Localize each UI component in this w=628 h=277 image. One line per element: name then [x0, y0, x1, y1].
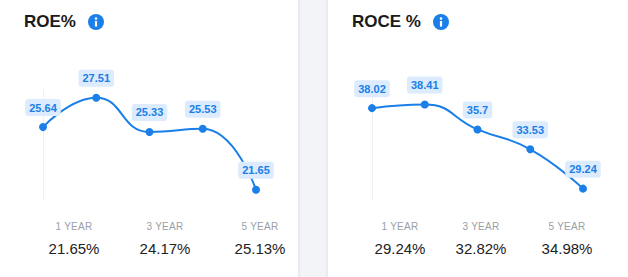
html-text:25.13%: 25.13% [234, 240, 286, 257]
svg-text:38.02: 38.02 [358, 83, 386, 95]
html-text:32.82%: 32.82% [455, 240, 507, 257]
html-text:24.17%: 24.17% [139, 240, 191, 257]
svg-text:38.41: 38.41 [411, 79, 439, 91]
html-text:21.65%: 21.65% [48, 240, 100, 257]
html-text:5 YEAR: 5 YEAR [241, 221, 279, 232]
html-text:ROCE %: ROCE % [352, 12, 421, 31]
html-text:34.98%: 34.98% [541, 240, 593, 257]
svg-text:25.33: 25.33 [136, 106, 164, 118]
svg-text:25.53: 25.53 [189, 103, 217, 115]
html-text:3 YEAR: 3 YEAR [146, 221, 184, 232]
html-text:1 YEAR: 1 YEAR [55, 221, 93, 232]
html-text:5 YEAR: 5 YEAR [548, 221, 586, 232]
svg-text:21.65: 21.65 [242, 164, 270, 176]
html-text:29.24%: 29.24% [374, 240, 426, 257]
html-text:3 YEAR: 3 YEAR [462, 221, 500, 232]
svg-text:29.24: 29.24 [569, 163, 597, 175]
svg-text:35.7: 35.7 [467, 104, 488, 116]
svg-text:25.64: 25.64 [29, 102, 57, 114]
svg-text:27.51: 27.51 [82, 72, 110, 84]
svg-text:33.53: 33.53 [516, 124, 544, 136]
html-text:ROE%: ROE% [24, 12, 76, 31]
html-text:1 YEAR: 1 YEAR [381, 221, 419, 232]
